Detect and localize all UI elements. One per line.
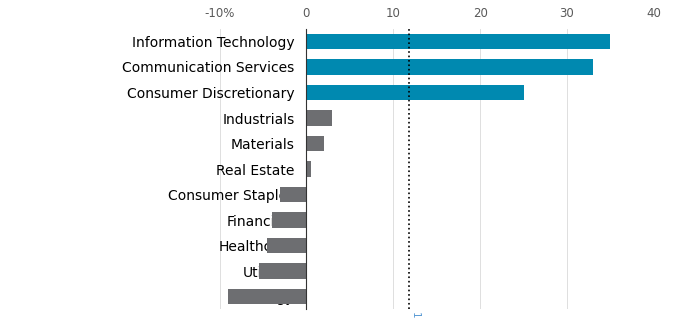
- Bar: [272, 212, 307, 228]
- Bar: [307, 161, 311, 177]
- Bar: [307, 59, 593, 75]
- Bar: [259, 263, 307, 279]
- Bar: [268, 238, 307, 253]
- Bar: [307, 110, 332, 126]
- Bar: [307, 85, 524, 100]
- Bar: [228, 289, 307, 304]
- Text: 11.84% S&P 500 Index: 11.84% S&P 500 Index: [411, 311, 421, 319]
- Bar: [307, 34, 611, 49]
- Bar: [307, 136, 324, 151]
- Bar: [280, 187, 307, 202]
